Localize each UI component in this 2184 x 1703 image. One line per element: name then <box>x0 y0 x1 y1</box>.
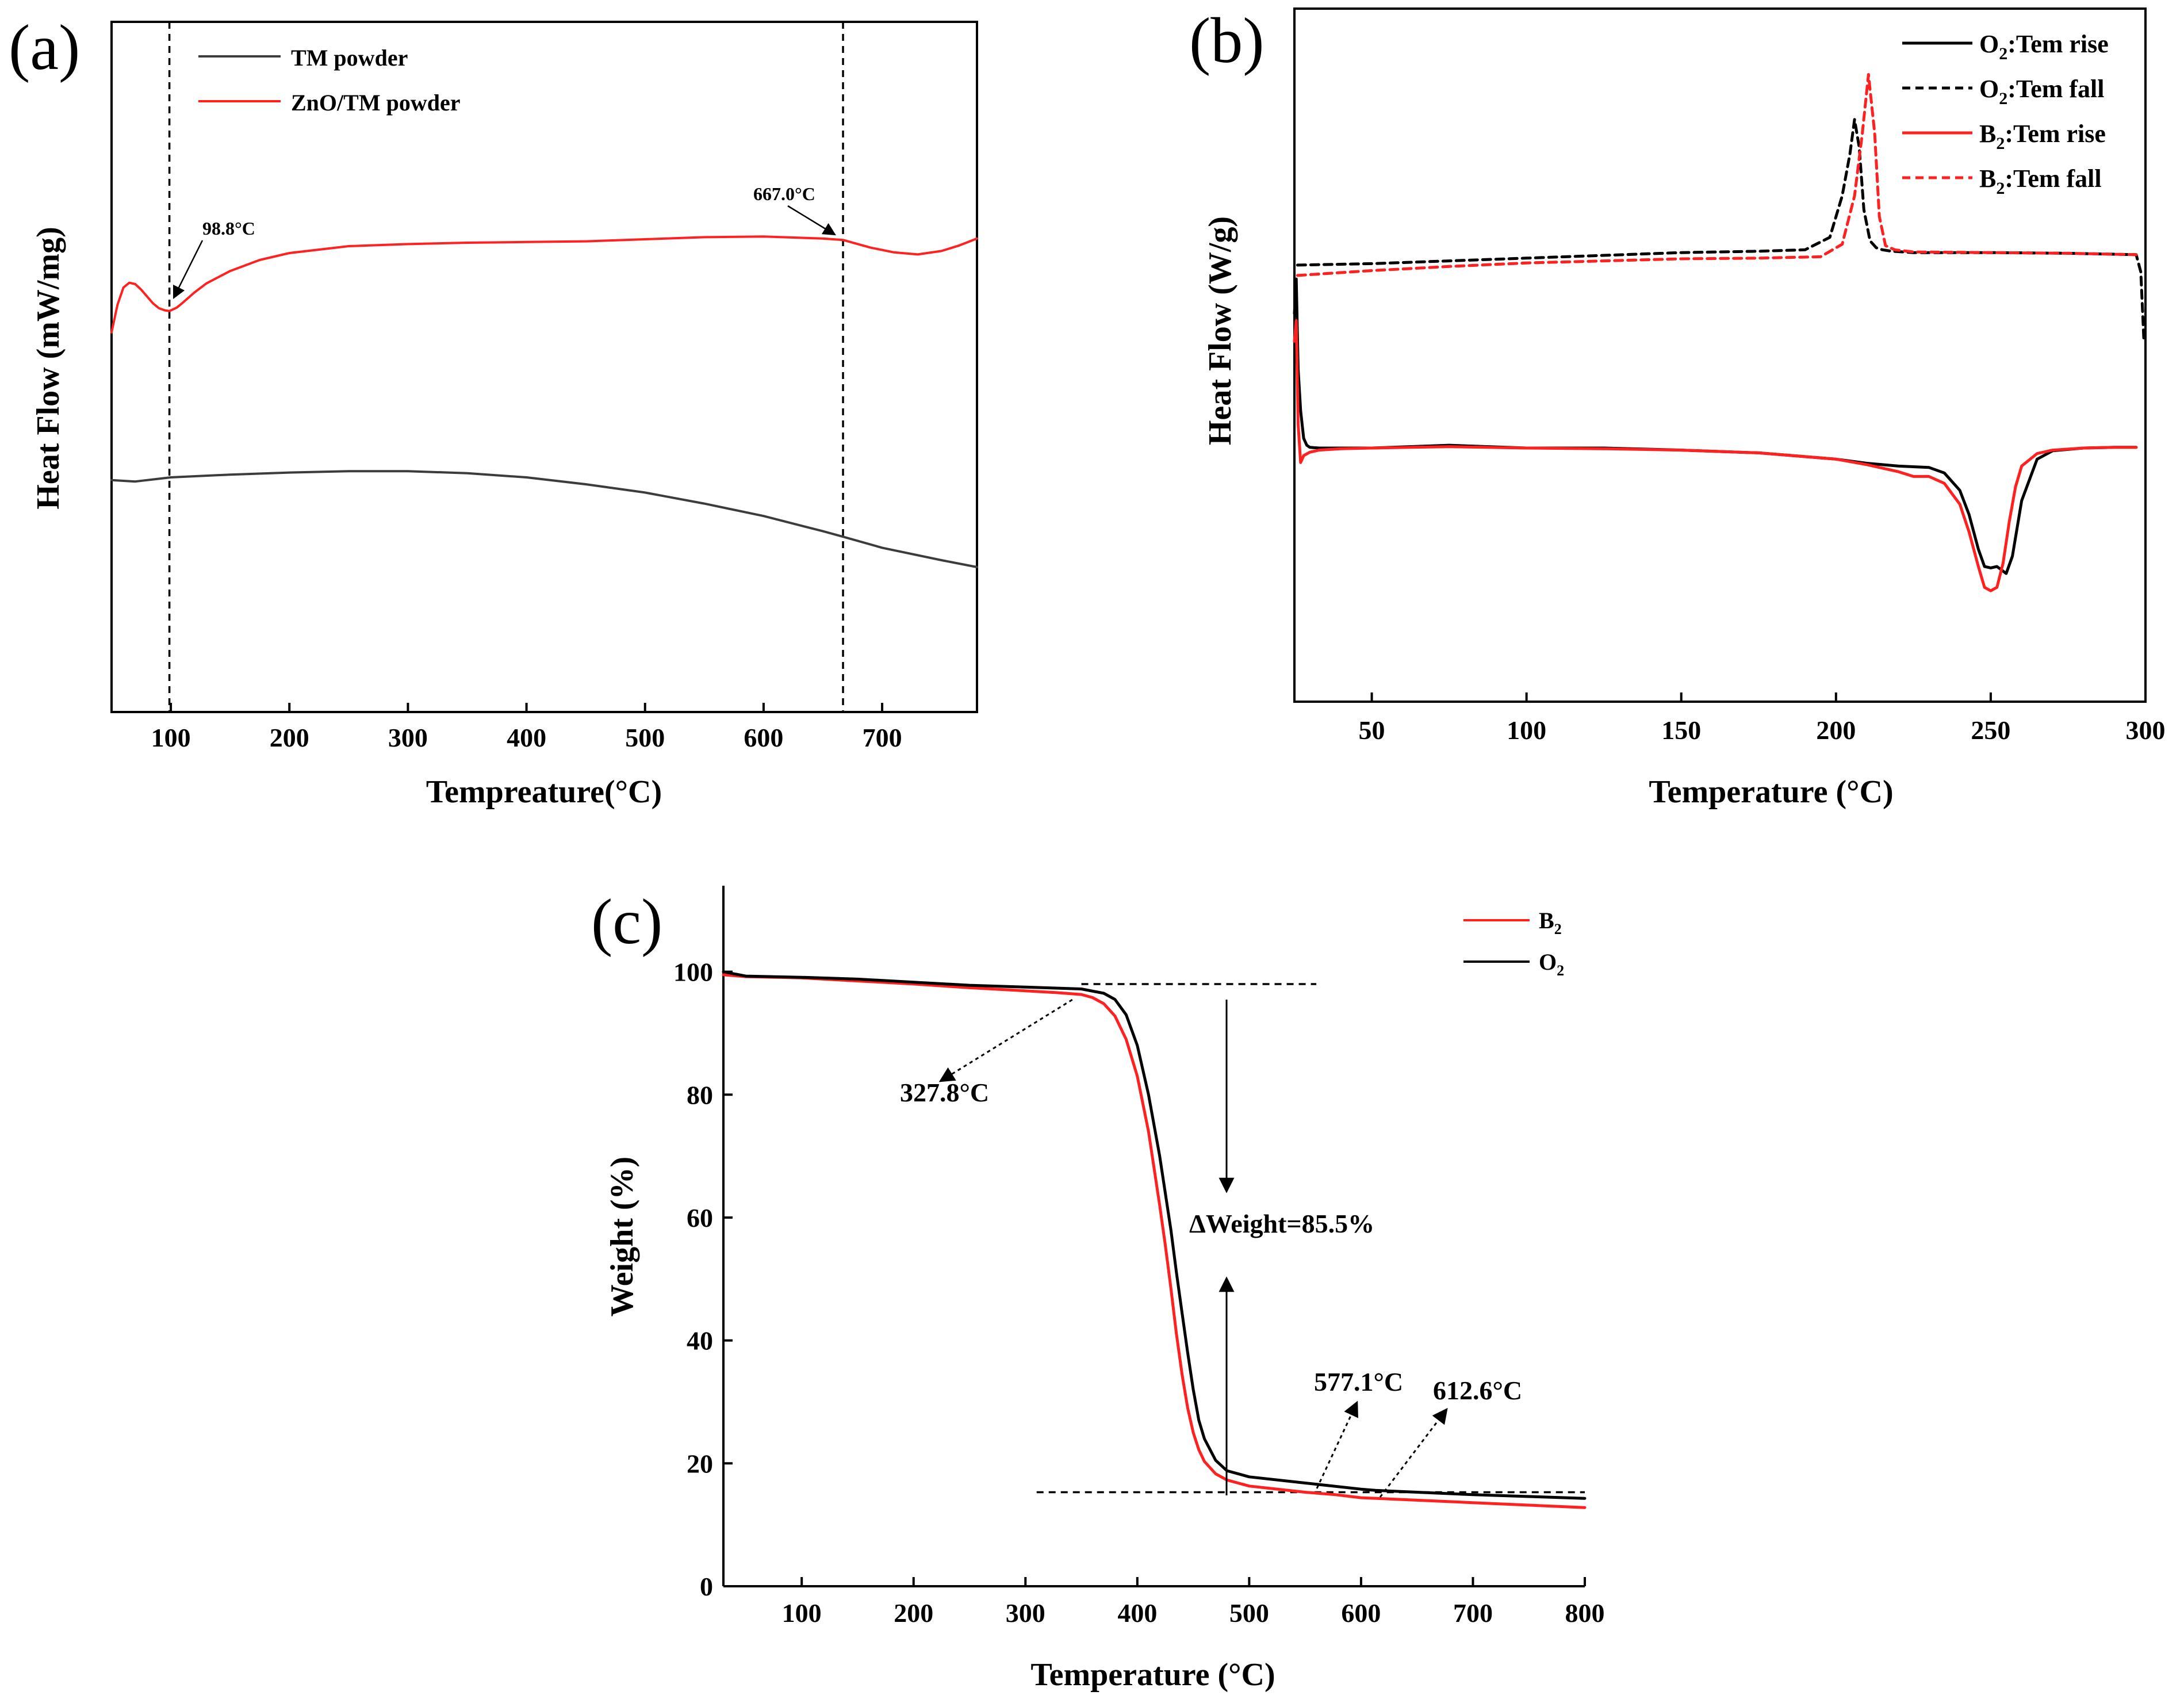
panel-b-x-ticks: 50 100 150 200 250 300 <box>1359 692 2166 745</box>
panel-b: (b) 50 100 150 200 250 300 Temperature (°C) H… <box>1189 5 2166 810</box>
annotation-612-6c: 612.6°C <box>1433 1376 1522 1405</box>
y-tick-label-0: 0 <box>700 1572 713 1601</box>
panel-c-annotations: 327.8°C ΔWeight=85.5% 577.1°C 612.6°C <box>900 998 1522 1498</box>
annotation-arrow-98-8c <box>173 240 204 300</box>
panel-c-axes <box>722 886 1585 1587</box>
legend-label-o2-tem-rise: O2:Tem rise <box>1979 30 2109 63</box>
annotation-arrow-327-8c <box>938 998 1073 1082</box>
panel-c-reference-lines <box>1036 983 1585 1494</box>
series-line-tm-powder <box>110 470 978 568</box>
panel-a-y-axis-label: Heat Flow (mW/mg) <box>30 227 66 509</box>
panel-b-legend: O2:Tem rise O2:Tem fall B2:Tem rise B2:T… <box>1902 30 2109 198</box>
annotation-327-8c: 327.8°C <box>900 1078 989 1107</box>
x-tick-label-200: 200 <box>894 1598 933 1628</box>
x-tick-label-500: 500 <box>1229 1598 1269 1628</box>
x-tick-label-250: 250 <box>1971 715 2010 745</box>
y-tick-label-20: 20 <box>687 1449 713 1478</box>
annotation-arrow-577-1c <box>1316 1400 1358 1489</box>
series-line-b2 <box>722 973 1587 1509</box>
legend-label-o2: O2 <box>1539 949 1564 979</box>
y-tick-label-40: 40 <box>687 1326 713 1356</box>
panel-c-label: (c) <box>591 886 662 958</box>
panel-a-x-ticks: 100 200 300 400 500 600 700 <box>151 703 902 752</box>
x-tick-label-300: 300 <box>1006 1598 1045 1628</box>
panel-c-series <box>722 970 1587 1509</box>
series-line-o2-tem-rise <box>1293 277 2138 575</box>
panel-a-legend: TM powder ZnO/TM powder <box>198 45 460 116</box>
x-tick-label-100: 100 <box>151 723 191 752</box>
legend-label-b2-tem-rise: B2:Tem rise <box>1979 120 2106 153</box>
x-tick-label-300: 300 <box>2126 715 2166 745</box>
legend-label-o2-tem-fall: O2:Tem fall <box>1979 75 2104 108</box>
legend-label-b2: B2 <box>1539 908 1562 937</box>
annotation-arrow-612-6c <box>1379 1407 1448 1498</box>
legend-label-b2-tem-fall: B2:Tem fall <box>1979 164 2102 198</box>
panel-b-y-axis-label: Heat Flow (W/g) <box>1202 216 1238 445</box>
panel-b-plot-frame <box>1293 7 2147 703</box>
panel-c-ticks: 100 200 300 400 500 600 700 800 0 20 40 60 80 100 <box>673 958 1605 1628</box>
legend-label-tm-powder: TM powder <box>291 45 408 71</box>
annotation-98-8c: 98.8°C <box>202 218 255 239</box>
legend-label-zno-tm-powder: ZnO/TM powder <box>291 90 460 116</box>
panel-a-x-axis-label: Tempreature(°C) <box>426 774 662 810</box>
x-tick-label-400: 400 <box>507 723 546 752</box>
panel-c-legend: B2 O2 <box>1463 908 1564 979</box>
x-tick-label-600: 600 <box>744 723 783 752</box>
x-tick-label-150: 150 <box>1661 715 1701 745</box>
series-line-zno-tm-powder <box>110 235 978 334</box>
x-tick-label-100: 100 <box>1507 715 1546 745</box>
x-tick-label-200: 200 <box>1816 715 1856 745</box>
series-line-o2 <box>722 970 1587 1500</box>
panel-a-annotations: 98.8°C 667.0°C <box>173 183 836 300</box>
x-tick-label-100: 100 <box>782 1598 822 1628</box>
panel-c: (c) 100 200 300 400 500 600 700 800020406080100… <box>591 886 1605 1693</box>
panel-a-label: (a) <box>9 12 80 83</box>
x-tick-label-200: 200 <box>270 723 309 752</box>
x-tick-label-700: 700 <box>1453 1598 1493 1628</box>
annotation-arrow-667-0c <box>787 205 836 236</box>
x-tick-label-700: 700 <box>863 723 902 752</box>
annotation-577-1c: 577.1°C <box>1314 1367 1403 1396</box>
x-tick-label-50: 50 <box>1359 715 1385 745</box>
panel-c-x-axis-label: Temperature (°C) <box>1030 1657 1275 1693</box>
panel-a: (a) 100 200 300 400 500 600 700 Tempreature(°C… <box>9 12 978 810</box>
panel-b-x-axis-label: Temperature (°C) <box>1649 774 1893 810</box>
annotation-delta-weight: ΔWeight=85.5% <box>1189 1209 1374 1238</box>
y-tick-label-60: 60 <box>687 1203 713 1233</box>
panel-a-reference-lines <box>168 22 844 712</box>
panel-c-y-axis-label: Weight (%) <box>604 1157 640 1317</box>
x-tick-label-600: 600 <box>1341 1598 1381 1628</box>
annotation-667-0c: 667.0°C <box>753 183 815 204</box>
y-tick-label-100: 100 <box>673 958 713 987</box>
panel-a-plot-frame <box>110 21 978 713</box>
panel-b-label: (b) <box>1189 5 1265 76</box>
x-tick-label-800: 800 <box>1565 1598 1605 1628</box>
x-tick-label-300: 300 <box>388 723 428 752</box>
panel-a-series <box>110 235 978 568</box>
y-tick-label-80: 80 <box>687 1080 713 1109</box>
x-tick-label-400: 400 <box>1117 1598 1157 1628</box>
series-line-o2-tem-fall <box>1296 118 2145 343</box>
series-line-b2-tem-rise <box>1293 319 2138 592</box>
panel-b-series <box>1293 73 2145 592</box>
x-tick-label-500: 500 <box>625 723 665 752</box>
series-line-b2-tem-fall <box>1296 73 2138 277</box>
